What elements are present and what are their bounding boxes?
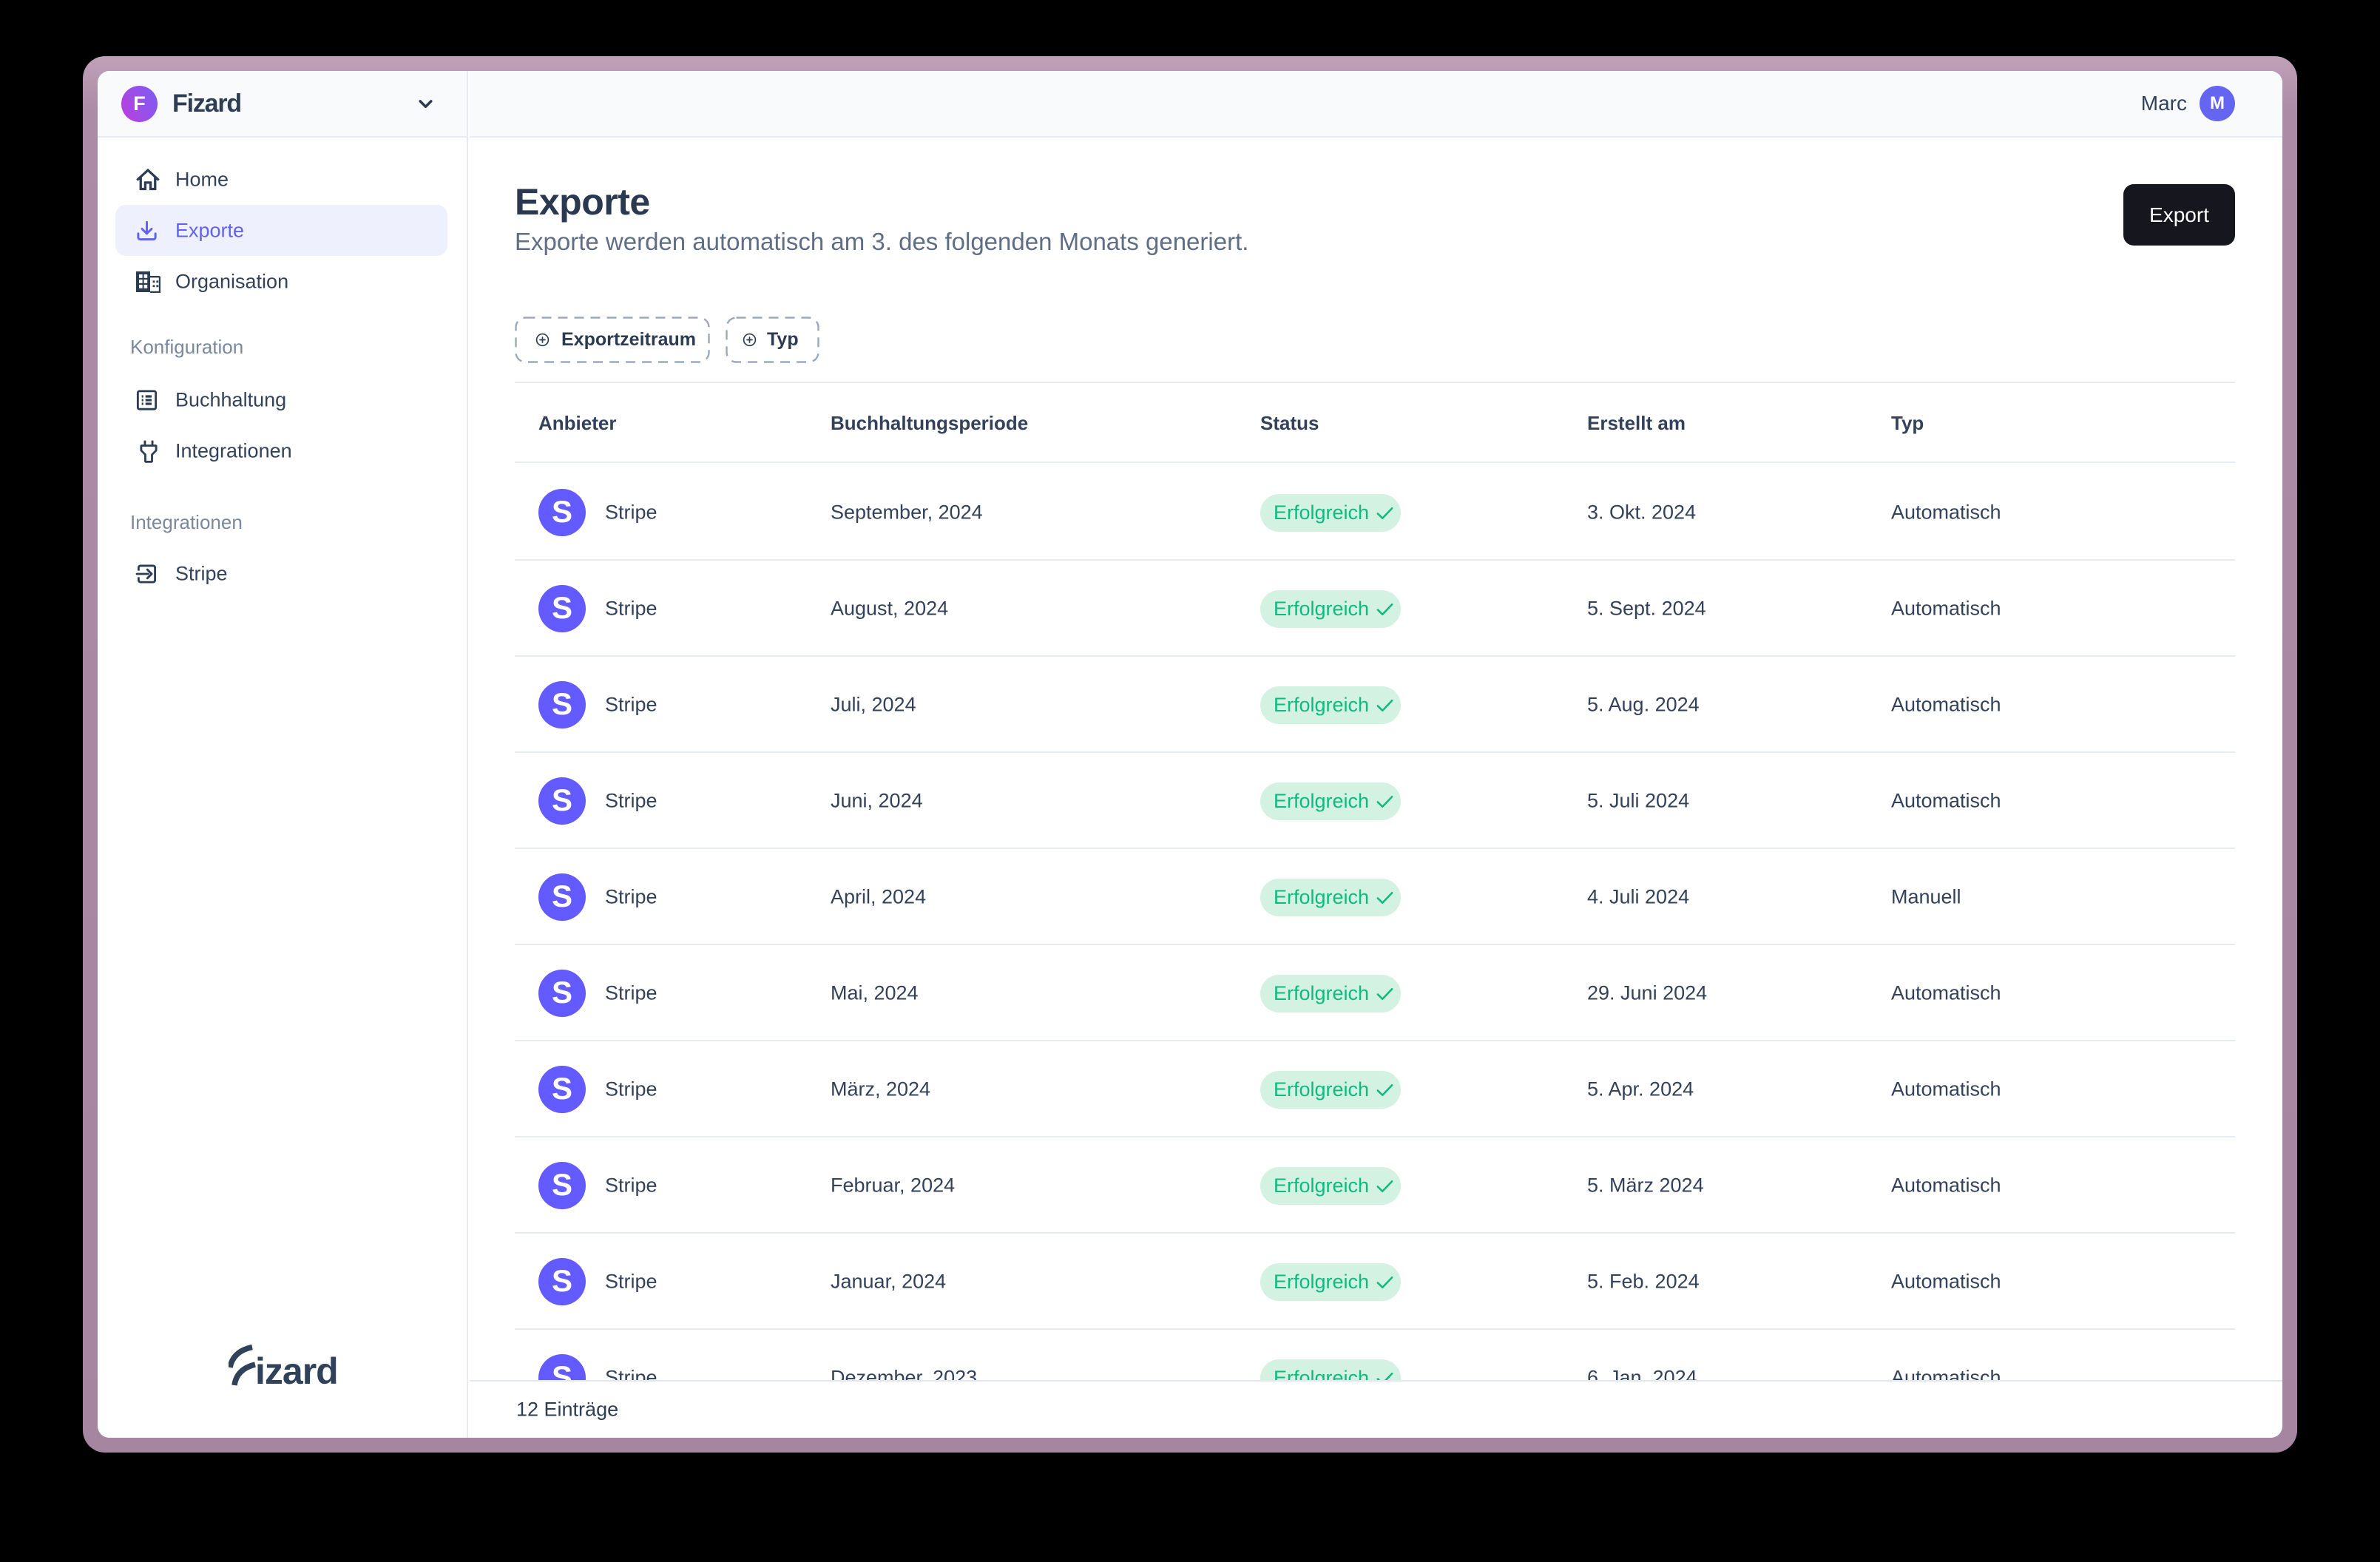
svg-text:izard: izard bbox=[255, 1350, 338, 1386]
